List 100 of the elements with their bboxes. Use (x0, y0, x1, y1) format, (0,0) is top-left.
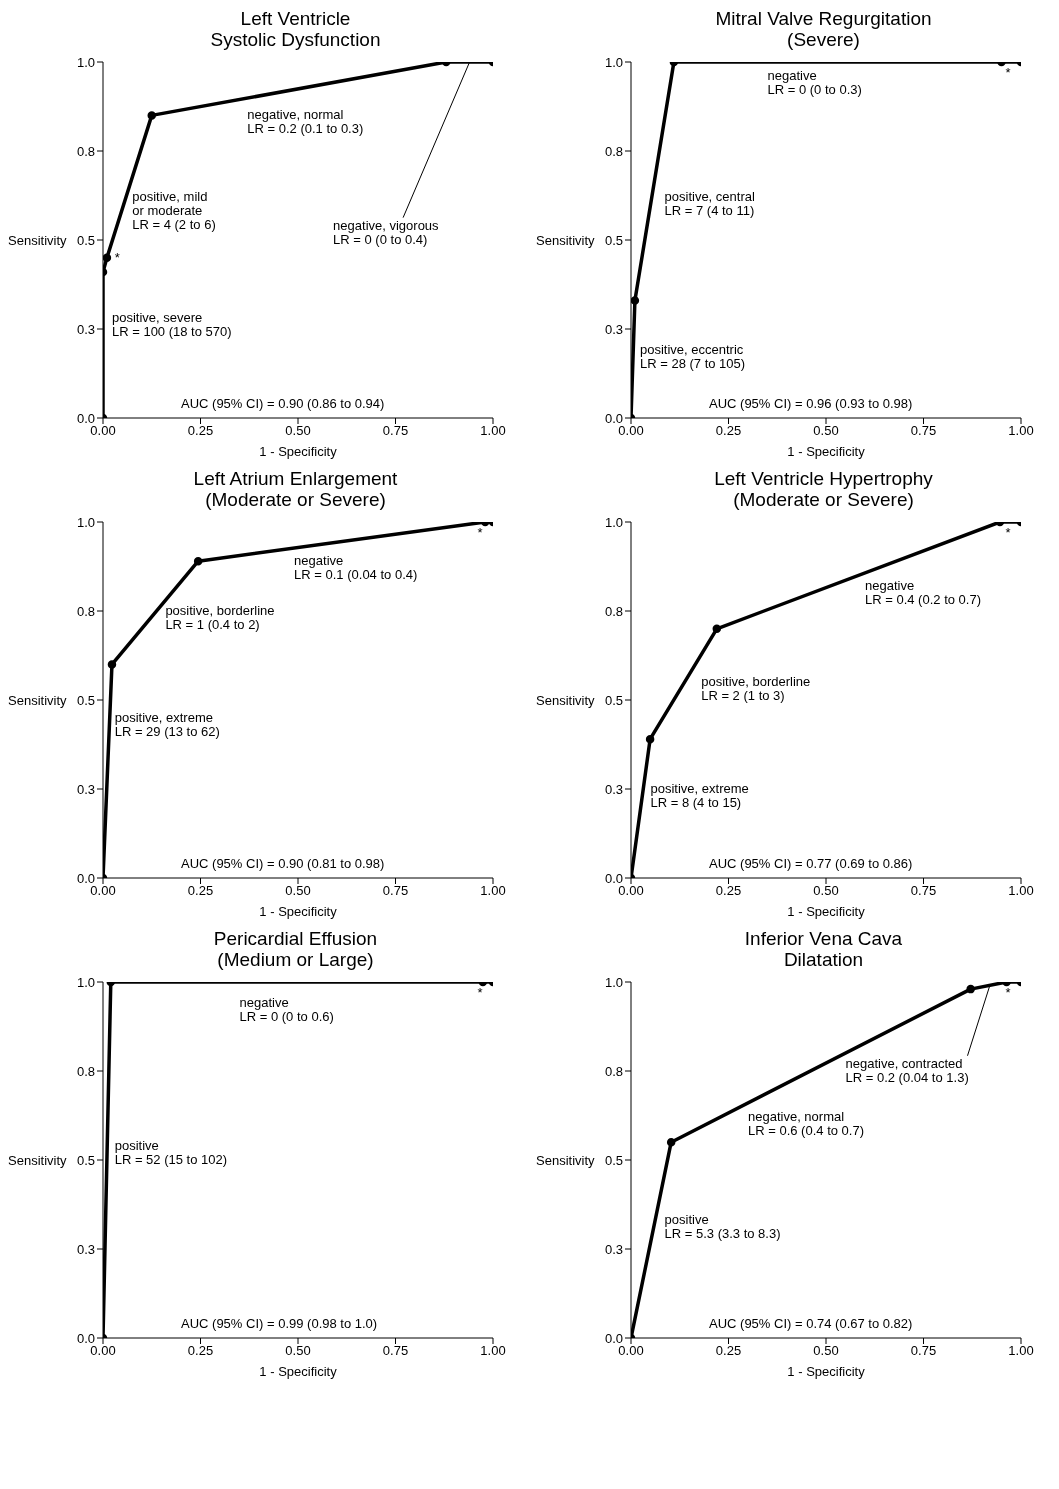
y-tick-label: 0.8 (76, 1063, 95, 1079)
x-tick-label: 1.00 (1008, 1343, 1034, 1359)
x-tick-label: 0.25 (187, 1343, 214, 1359)
x-axis-title: 1 - Specificity (259, 1364, 338, 1379)
y-tick-label: 0.8 (604, 603, 623, 619)
annotation: * (477, 984, 483, 1000)
x-tick-label: 0.00 (90, 883, 116, 899)
annotation: negative LR = 0.4 (0.2 to 0.7) (865, 577, 981, 607)
y-tick-label: 0.5 (604, 1152, 623, 1168)
y-tick-label: 1.0 (604, 54, 623, 70)
x-tick-label: 0.50 (285, 1343, 311, 1359)
y-axis-title: Sensitivity (536, 232, 596, 248)
y-tick-label: 0.3 (76, 781, 95, 797)
y-tick-label: 0.5 (76, 692, 95, 708)
annotation: negative, contracted LR = 0.2 (0.04 to 1.3) (845, 1055, 969, 1085)
y-tick-label: 0.8 (604, 143, 623, 159)
annotation: positive, extreme LR = 8 (4 to 15) (650, 780, 749, 810)
annotation: positive LR = 52 (15 to 102) (114, 1137, 228, 1167)
x-tick-label: 0.75 (382, 1343, 409, 1359)
y-tick-label: 0.8 (76, 143, 95, 159)
y-tick-label: 0.5 (604, 232, 623, 248)
x-tick-label: 0.25 (715, 1343, 742, 1359)
x-tick-label: 0.50 (813, 423, 839, 439)
y-tick-label: 0.8 (604, 1063, 623, 1079)
x-tick-label: 1.00 (480, 883, 506, 899)
x-tick-label: 0.25 (187, 423, 214, 439)
x-tick-label: 0.75 (382, 883, 409, 899)
annotation: AUC (95% CI) = 0.99 (0.98 to 1.0) (181, 1315, 378, 1331)
chart-title: Inferior Vena Cava Dilatation (743, 928, 904, 970)
annotation: negative, normal LR = 0.6 (0.4 to 0.7) (748, 1109, 864, 1139)
chart-title: Left Ventricle Hypertrophy (Moderate or Severe) (713, 468, 934, 510)
annotation: AUC (95% CI) = 0.77 (0.69 to 0.86) (709, 855, 913, 871)
x-tick-label: 0.25 (187, 883, 214, 899)
x-tick-label: 0.50 (285, 423, 311, 439)
annotation: * (1005, 984, 1011, 1000)
annotation: * (1005, 64, 1011, 80)
y-tick-label: 0.3 (76, 321, 95, 337)
x-tick-label: 0.50 (813, 1343, 839, 1359)
annotation: positive, borderline LR = 1 (0.4 to 2) (165, 602, 275, 632)
annotation: positive, central LR = 7 (4 to 11) (664, 189, 755, 219)
annotation: AUC (95% CI) = 0.74 (0.67 to 0.82) (709, 1315, 913, 1331)
y-tick-label: 1.0 (604, 514, 623, 530)
x-axis-title: 1 - Specificity (259, 904, 338, 919)
y-tick-label: 0.0 (604, 1330, 623, 1346)
annotation: positive, mild or moderate LR = 4 (2 to 6) (132, 189, 216, 233)
annotation: * (477, 524, 483, 540)
annotation: negative LR = 0.1 (0.04 to 0.4) (294, 553, 418, 583)
y-tick-label: 0.0 (76, 870, 95, 886)
x-tick-label: 1.00 (480, 423, 506, 439)
annotation: positive LR = 5.3 (3.3 to 8.3) (664, 1212, 781, 1242)
annotation: AUC (95% CI) = 0.96 (0.93 to 0.98) (709, 395, 913, 411)
chart-title: Mitral Valve Regurgitation (Severe) (714, 8, 933, 50)
x-tick-label: 0.25 (715, 423, 742, 439)
y-axis-title: Sensitivity (8, 692, 68, 708)
y-tick-label: 1.0 (76, 54, 95, 70)
x-tick-label: 0.25 (715, 883, 742, 899)
annotation: negative, vigorous LR = 0 (0 to 0.4) (333, 217, 439, 247)
annotation: positive, borderline LR = 2 (1 to 3) (701, 674, 811, 704)
x-tick-label: 0.00 (90, 1343, 116, 1359)
y-tick-label: 0.3 (604, 321, 623, 337)
x-tick-label: 0.75 (382, 423, 409, 439)
chart-title: Left Atrium Enlargement (Moderate or Severe) (192, 468, 399, 510)
y-tick-label: 0.5 (604, 692, 623, 708)
x-tick-label: 0.50 (285, 883, 311, 899)
annotation: positive, eccentric LR = 28 (7 to 105) (639, 342, 746, 372)
x-tick-label: 0.00 (90, 423, 116, 439)
y-tick-label: 0.3 (76, 1241, 95, 1257)
x-tick-label: 0.75 (910, 1343, 937, 1359)
x-tick-label: 0.00 (618, 883, 644, 899)
x-tick-label: 0.00 (618, 1343, 644, 1359)
y-tick-label: 0.3 (604, 1241, 623, 1257)
annotation: AUC (95% CI) = 0.90 (0.81 to 0.98) (181, 855, 385, 871)
y-tick-label: 1.0 (76, 974, 95, 990)
x-axis-title: 1 - Specificity (259, 444, 338, 459)
annotation: * (114, 249, 120, 265)
chart-title: Left Ventricle Systolic Dysfunction (209, 8, 382, 50)
y-tick-label: 0.8 (76, 603, 95, 619)
chart-title: Pericardial Effusion (Medium or Large) (212, 928, 379, 970)
y-tick-label: 0.0 (604, 410, 623, 426)
x-tick-label: 0.75 (910, 883, 937, 899)
x-axis-title: 1 - Specificity (787, 444, 866, 459)
y-tick-label: 0.0 (76, 410, 95, 426)
x-tick-label: 1.00 (1008, 423, 1034, 439)
y-axis-title: Sensitivity (8, 1152, 68, 1168)
annotation: * (1005, 524, 1011, 540)
x-axis-title: 1 - Specificity (787, 904, 866, 919)
x-tick-label: 0.50 (813, 883, 839, 899)
y-axis-title: Sensitivity (536, 692, 596, 708)
annotation: positive, severe LR = 100 (18 to 570) (111, 310, 232, 340)
y-tick-label: 0.3 (604, 781, 623, 797)
y-tick-label: 1.0 (604, 974, 623, 990)
y-tick-label: 0.0 (76, 1330, 95, 1346)
y-tick-label: 0.0 (604, 870, 623, 886)
y-tick-label: 0.5 (76, 232, 95, 248)
annotation: positive, extreme LR = 29 (13 to 62) (114, 709, 220, 739)
y-tick-label: 1.0 (76, 514, 95, 530)
annotation: negative LR = 0 (0 to 0.3) (767, 68, 862, 98)
annotation: negative, normal LR = 0.2 (0.1 to 0.3) (247, 107, 364, 137)
annotation: AUC (95% CI) = 0.90 (0.86 to 0.94) (181, 395, 385, 411)
x-tick-label: 0.75 (910, 423, 937, 439)
